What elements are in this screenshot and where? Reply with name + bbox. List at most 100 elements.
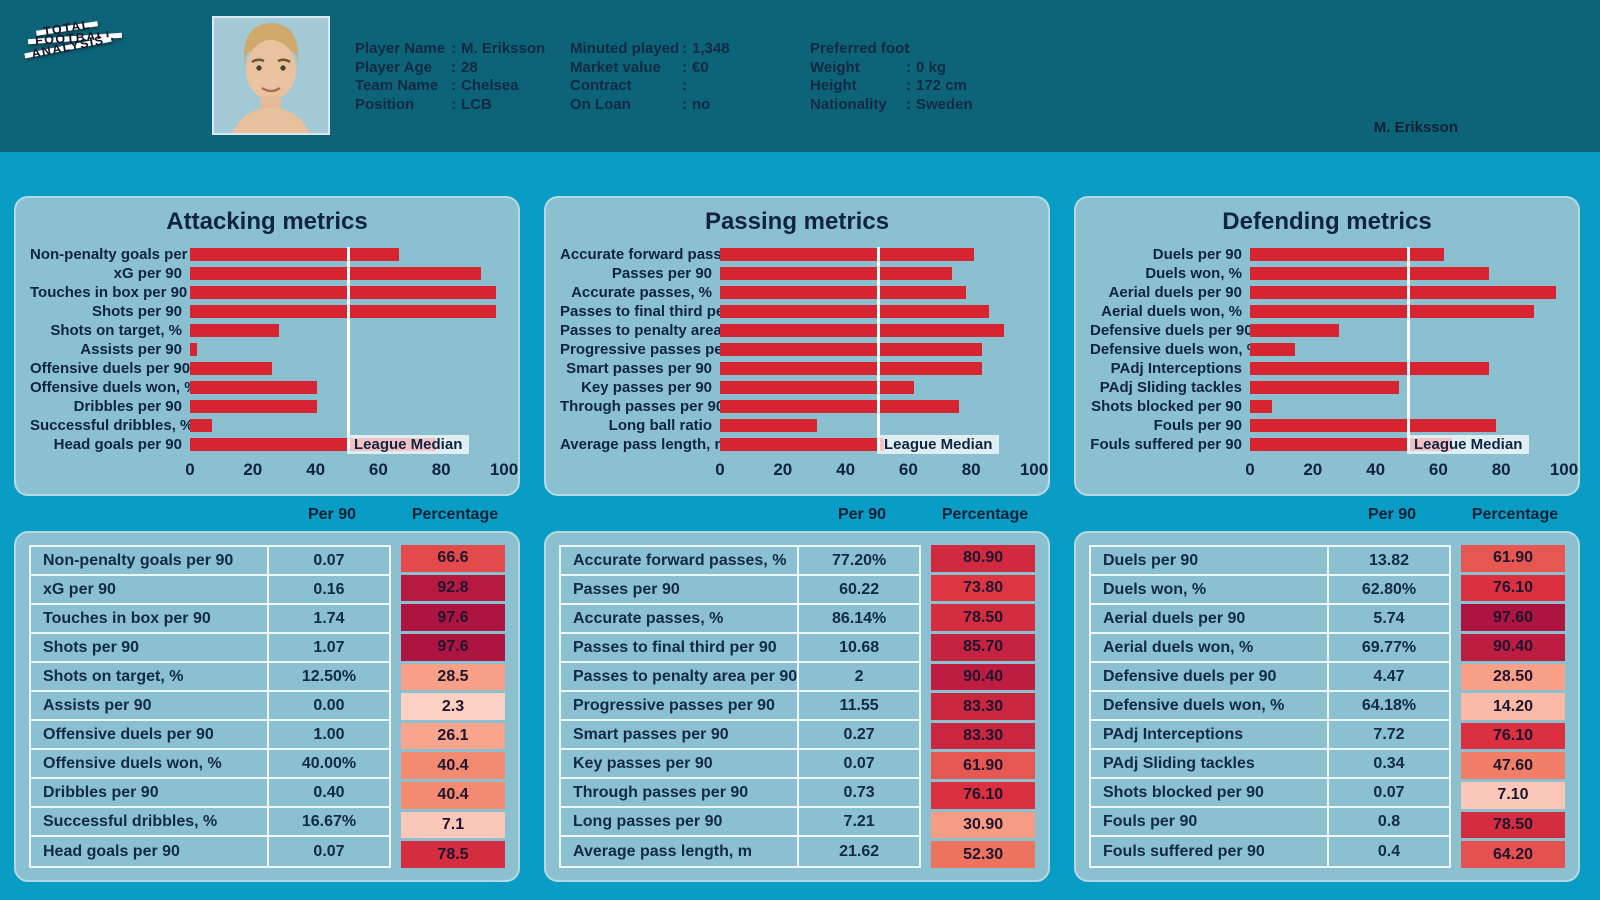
info-label: Position bbox=[355, 95, 415, 113]
player-portrait-placeholder bbox=[214, 18, 328, 133]
league-median-line bbox=[877, 247, 880, 452]
info-colon: : bbox=[682, 58, 687, 76]
bar-track bbox=[720, 343, 1034, 356]
bar-track bbox=[190, 324, 504, 337]
chart-row: Shots blocked per 90 bbox=[1090, 397, 1564, 416]
metric-label: Average pass length, m bbox=[560, 436, 728, 453]
metric-name-cell: Smart passes per 90 bbox=[573, 725, 729, 743]
table-column-headers: Per 90 Percentage bbox=[1074, 503, 1580, 527]
percentage-value-cell: 7.1 bbox=[401, 811, 505, 839]
metric-name-cell: Head goals per 90 bbox=[43, 842, 180, 860]
chart-row: Duels won, % bbox=[1090, 264, 1564, 283]
info-colon: : bbox=[451, 58, 456, 76]
info-row: Minuted played:1,348 bbox=[570, 40, 730, 59]
metric-label: Duels won, % bbox=[1145, 265, 1242, 282]
info-row: Preferred foot: bbox=[810, 40, 973, 59]
percentage-heat-column: 66.6 92.8 97.6 97.6 28.5 2.3 26.1 40.4 40.4 7.1 78… bbox=[401, 545, 505, 869]
per90-value-cell: 10.68 bbox=[797, 634, 919, 661]
info-value: 28 bbox=[461, 58, 478, 76]
percentage-value-cell: 78.50 bbox=[931, 604, 1036, 631]
metrics-dashboard: Attacking metrics Non-penalty goals per .… bbox=[0, 152, 1600, 882]
bar-track bbox=[720, 267, 1034, 280]
metric-name-cell: Fouls per 90 bbox=[1103, 812, 1198, 830]
metric-name-cell: Shots blocked per 90 bbox=[1103, 783, 1264, 801]
percentage-value-cell: 78.50 bbox=[1461, 811, 1565, 839]
metric-bar bbox=[1250, 305, 1534, 318]
bar-track bbox=[720, 324, 1034, 337]
table-row: Offensive duels per 90 1.00 bbox=[31, 721, 389, 750]
per90-value-cell: 0.4 bbox=[1327, 837, 1449, 866]
chart-row: PAdj Interceptions bbox=[1090, 359, 1564, 378]
metric-label: Offensive duels per 90 bbox=[30, 360, 191, 377]
percentage-value-cell: 76.10 bbox=[1461, 722, 1565, 750]
bar-track bbox=[1250, 248, 1564, 261]
percentage-value-cell: 90.40 bbox=[931, 663, 1036, 691]
chart-row: Shots on target, % bbox=[30, 321, 504, 340]
per90-value-cell: 69.77% bbox=[1327, 634, 1449, 661]
bar-track bbox=[190, 400, 504, 413]
bar-track bbox=[1250, 286, 1564, 299]
passing-metrics-table: Accurate forward passes, % 77.20% Passes p… bbox=[544, 531, 1050, 882]
per90-value-cell: 0.40 bbox=[267, 779, 389, 806]
defending-section: Defending metrics Duels per 90 Duels won, … bbox=[1074, 196, 1580, 882]
chart-row: Progressive passes per .. bbox=[560, 340, 1034, 359]
chart-title: Attacking metrics bbox=[166, 208, 368, 235]
attacking-section: Attacking metrics Non-penalty goals per .… bbox=[14, 196, 520, 882]
axis-tick: 60 bbox=[368, 460, 388, 479]
metric-bar bbox=[1250, 419, 1497, 432]
chart-row: Long ball ratio bbox=[560, 416, 1034, 435]
metric-label: Assists per 90 bbox=[80, 341, 182, 358]
percentage-value-cell: 64.20 bbox=[1461, 841, 1565, 869]
metric-label: Head goals per 90 bbox=[53, 436, 182, 453]
metric-bar bbox=[720, 248, 975, 261]
per90-value-cell: 5.74 bbox=[1327, 605, 1449, 632]
per90-column-header: Per 90 bbox=[837, 506, 887, 523]
percentage-value-cell: 61.90 bbox=[1461, 545, 1565, 572]
axis-tick: 80 bbox=[961, 460, 981, 479]
axis-tick: 0 bbox=[715, 460, 725, 479]
axis-tick: 20 bbox=[1303, 460, 1323, 479]
table-row: Average pass length, m 21.62 bbox=[561, 837, 919, 866]
chart-row: Passes to final third pe.. bbox=[560, 302, 1034, 321]
metric-bar bbox=[720, 400, 959, 413]
info-colon: : bbox=[682, 77, 687, 94]
percentage-value-cell: 78.5 bbox=[401, 841, 505, 869]
info-row: Weight:0 kg bbox=[810, 59, 973, 78]
metric-label: Fouls per 90 bbox=[1153, 417, 1242, 434]
axis-tick: 100 bbox=[1019, 460, 1049, 479]
metric-bar bbox=[190, 286, 497, 299]
metric-label: PAdj Interceptions bbox=[1110, 360, 1242, 377]
axis-tick: 60 bbox=[898, 460, 918, 479]
bar-track bbox=[1250, 400, 1564, 413]
metric-bar bbox=[720, 267, 952, 280]
metric-label: Shots per 90 bbox=[91, 303, 182, 320]
chart-row: Passes per 90 bbox=[560, 264, 1034, 283]
percentage-value-cell: 47.60 bbox=[1461, 752, 1565, 780]
chart-row: Defensive duels per 90 bbox=[1090, 321, 1564, 340]
percentage-column-header: Percentage bbox=[411, 506, 499, 523]
metrics-table-body: Non-penalty goals per 90 0.07 xG per 90 0.1… bbox=[29, 545, 391, 868]
table-column-headers: Per 90 Percentage bbox=[544, 503, 1050, 527]
metric-label: Offensive duels won, % bbox=[30, 379, 198, 396]
axis-tick: 40 bbox=[1366, 460, 1386, 479]
metric-name-cell: Defensive duels won, % bbox=[1103, 696, 1285, 714]
chart-title: Passing metrics bbox=[704, 208, 890, 235]
metric-label: Non-penalty goals per .. bbox=[30, 246, 201, 263]
metric-label: Through passes per 90 bbox=[560, 398, 725, 415]
metric-bar bbox=[190, 419, 213, 432]
axis-tick: 80 bbox=[431, 460, 451, 479]
info-row: Player Name: M. Eriksson bbox=[355, 40, 545, 59]
per90-value-cell: 0.27 bbox=[797, 721, 919, 748]
chart-row: Accurate forward pass.. bbox=[560, 245, 1034, 264]
passing-section: Passing metrics Accurate forward pass.. Pa… bbox=[544, 196, 1050, 882]
metric-label: Fouls suffered per 90 bbox=[1090, 436, 1242, 453]
percentage-value-cell: 7.10 bbox=[1461, 782, 1565, 809]
info-label: Preferred foot bbox=[810, 40, 910, 57]
per90-value-cell: 60.22 bbox=[797, 576, 919, 603]
defending-bar-chart: Defending metrics Duels per 90 Duels won, … bbox=[1074, 196, 1580, 496]
table-row: Dribbles per 90 0.40 bbox=[31, 779, 389, 808]
chart-row: Assists per 90 bbox=[30, 340, 504, 359]
chart-row: Defensive duels won, % bbox=[1090, 340, 1564, 359]
bar-track bbox=[1250, 305, 1564, 318]
per90-value-cell: 0.34 bbox=[1327, 750, 1449, 777]
